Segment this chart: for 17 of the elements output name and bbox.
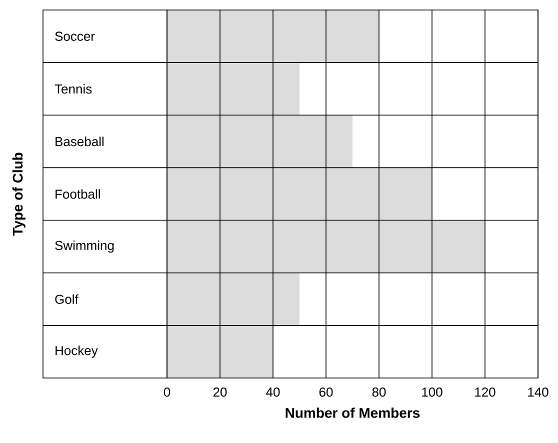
x-tick-label: 60	[319, 388, 333, 397]
y-tick-label: Soccer	[55, 32, 95, 41]
x-tick-label: 80	[372, 388, 386, 397]
y-tick-label: Hockey	[56, 346, 98, 358]
x-tick-label: 20	[213, 388, 227, 397]
x-tick-label: 120	[475, 388, 496, 397]
y-axis-title: Type of Club	[12, 152, 26, 236]
y-tick-label: Baseball	[56, 136, 104, 146]
y-tick-label: Football	[56, 189, 100, 199]
x-tick-label: 100	[422, 388, 442, 397]
x-tick-label: 0	[164, 388, 170, 397]
y-tick-label: Golf	[55, 294, 78, 304]
x-tick-label: 140	[528, 388, 548, 397]
x-tick-label: 40	[266, 388, 280, 397]
y-tick-label: Swimming	[55, 240, 114, 253]
x-axis-title: Number of Members	[286, 408, 420, 418]
y-tick-label: Tennis	[54, 84, 92, 94]
